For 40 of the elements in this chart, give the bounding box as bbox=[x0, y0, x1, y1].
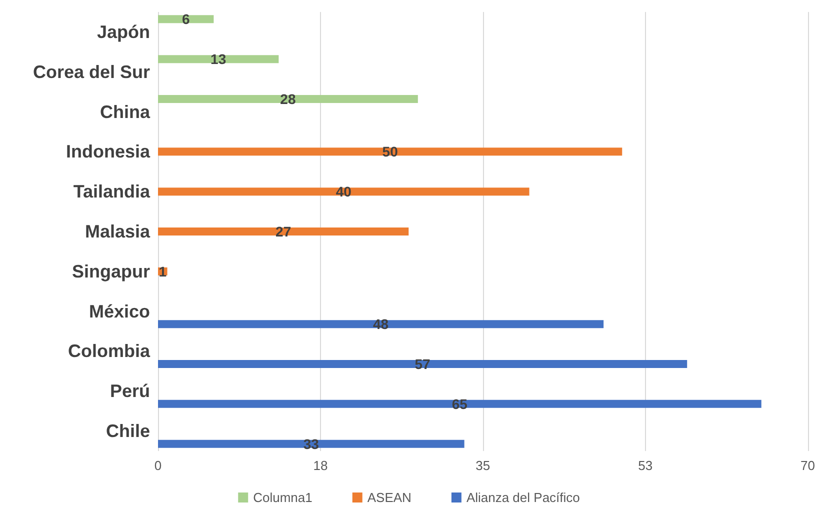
y-tick-label: Indonesia bbox=[66, 142, 151, 162]
y-tick-label: México bbox=[88, 301, 150, 322]
y-tick-label: Singapur bbox=[72, 261, 150, 282]
y-tick-label: Perú bbox=[110, 381, 150, 402]
data-label: 1 bbox=[158, 263, 167, 280]
data-label: 48 bbox=[372, 316, 389, 332]
legend-label: ASEAN bbox=[367, 490, 412, 505]
data-label: 28 bbox=[280, 90, 296, 107]
data-label: 57 bbox=[414, 356, 431, 372]
x-tick-label: 0 bbox=[154, 458, 162, 473]
bar bbox=[158, 228, 409, 236]
data-label: 6 bbox=[182, 11, 190, 28]
data-label: 40 bbox=[336, 184, 352, 200]
y-tick-label: Colombia bbox=[68, 341, 151, 362]
x-tick-label: 53 bbox=[638, 458, 653, 473]
bar bbox=[158, 15, 214, 24]
y-tick-label: Corea del Sur bbox=[32, 62, 150, 82]
x-tick-label: 35 bbox=[476, 458, 490, 473]
bar bbox=[158, 440, 464, 448]
data-label: 65 bbox=[452, 396, 468, 412]
bar bbox=[158, 400, 762, 408]
bar bbox=[158, 360, 688, 368]
data-label: 33 bbox=[303, 436, 320, 452]
x-tick-label: 18 bbox=[313, 458, 328, 473]
legend-label: Columna1 bbox=[253, 490, 312, 505]
bar bbox=[158, 320, 604, 328]
y-tick-label: China bbox=[100, 102, 151, 122]
data-label: 27 bbox=[276, 224, 292, 240]
data-label: 13 bbox=[210, 51, 226, 68]
legend-label: Alianza del Pacífico bbox=[466, 490, 580, 505]
y-tick-label: Chile bbox=[106, 421, 150, 442]
x-tick-label: 70 bbox=[800, 458, 816, 473]
y-tick-label: Tailandia bbox=[73, 182, 151, 202]
bar bbox=[158, 148, 622, 156]
data-label: 50 bbox=[382, 144, 398, 160]
y-tick-label: Malasia bbox=[84, 222, 151, 242]
y-tick-label: Japón bbox=[96, 22, 150, 42]
bar bbox=[158, 188, 530, 196]
bar bbox=[158, 94, 418, 103]
bar bbox=[158, 55, 279, 64]
